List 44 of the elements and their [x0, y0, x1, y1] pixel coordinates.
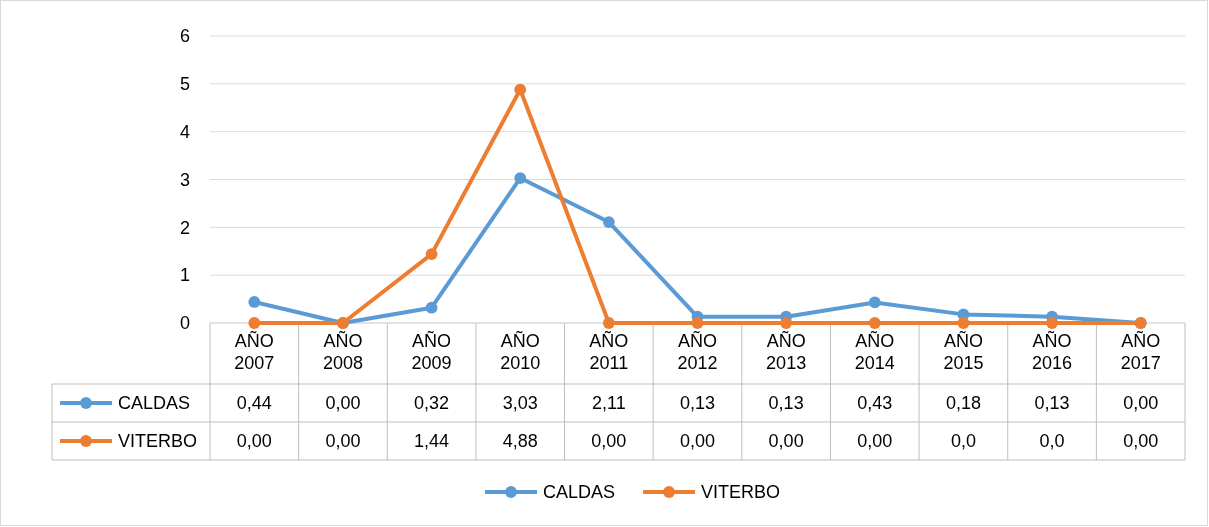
data-label: 0,00: [1123, 431, 1159, 451]
data-label: 0,32: [414, 393, 450, 413]
x-tick-label: AÑO 2010: [500, 330, 541, 373]
y-tick-label: 3: [179, 169, 190, 190]
data-label: 0,18: [945, 393, 981, 413]
data-label: 0,00: [857, 431, 893, 451]
data-label: 3,03: [502, 393, 538, 413]
x-tick-label: AÑO 2017: [1120, 330, 1161, 373]
x-tick-label: AÑO 2014: [854, 330, 895, 373]
data-label: 0,00: [236, 431, 272, 451]
data-label: 0,00: [679, 431, 716, 451]
y-tick-label: 5: [179, 74, 190, 95]
data-label: 0,00: [591, 431, 627, 451]
data-label: 0,00: [325, 393, 361, 413]
data-label: 0,13: [768, 393, 804, 413]
legend-label: VITERBO: [118, 431, 198, 451]
data-label: 0,00: [325, 431, 361, 451]
text: CALDAS: [543, 482, 616, 502]
y-tick-label: 1: [179, 265, 190, 286]
y-tick-label: 6: [179, 26, 190, 47]
data-label: 2,11: [592, 393, 626, 413]
y-tick-label: 2: [179, 217, 190, 238]
data-label: 0,13: [679, 393, 716, 413]
x-tick-label: AÑO 2009: [411, 330, 452, 373]
x-tick-label: AÑO 2012: [677, 330, 718, 373]
data-label: 0,00: [768, 431, 804, 451]
data-label: 0,0: [1039, 431, 1065, 451]
data-label: 0,0: [950, 431, 976, 451]
data-label: 0,44: [236, 393, 272, 413]
x-tick-label: AÑO 2013: [766, 330, 807, 373]
data-label: 0,13: [1034, 393, 1070, 413]
x-tick-label: AÑO 2008: [322, 330, 363, 373]
data-label: 4,88: [502, 431, 538, 451]
x-tick-label: AÑO 2011: [589, 330, 629, 373]
x-tick-label: AÑO 2007: [234, 330, 275, 373]
data-label: 1,44: [414, 431, 450, 451]
x-tick-label: AÑO 2015: [943, 330, 984, 373]
data-label: 0,00: [1123, 393, 1159, 413]
y-tick-label: 0: [179, 313, 190, 334]
data-label: 0,43: [857, 393, 893, 413]
y-tick-label: 4: [179, 121, 190, 142]
text: VITERBO: [701, 482, 781, 502]
x-tick-label: AÑO 2016: [1032, 330, 1073, 373]
legend-label: CALDAS: [118, 393, 191, 413]
